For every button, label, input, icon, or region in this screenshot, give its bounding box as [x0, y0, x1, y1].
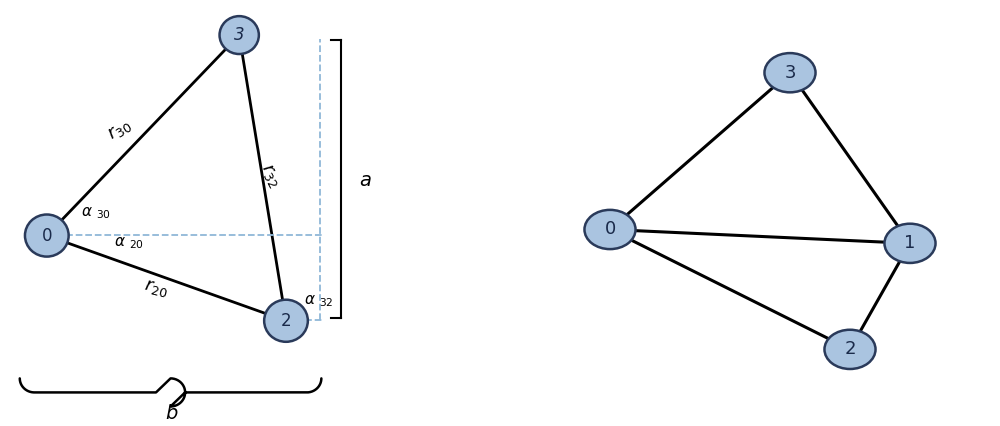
Text: $a$: $a$ [359, 171, 371, 190]
Text: 2: 2 [844, 340, 856, 358]
Text: 3: 3 [784, 64, 796, 82]
Text: 2: 2 [281, 312, 291, 330]
Text: 0: 0 [604, 221, 616, 239]
Circle shape [220, 16, 259, 54]
Text: $b$: $b$ [165, 405, 178, 423]
Text: 0: 0 [42, 227, 52, 245]
Text: 1: 1 [904, 234, 916, 252]
Text: $\alpha$ $_{32}$: $\alpha$ $_{32}$ [304, 293, 334, 308]
Circle shape [25, 215, 69, 256]
Circle shape [884, 224, 936, 263]
Circle shape [264, 300, 308, 342]
Circle shape [584, 210, 636, 249]
Text: 3: 3 [234, 26, 245, 44]
Text: $r_{30}$: $r_{30}$ [104, 116, 135, 144]
Text: $r_{32}$: $r_{32}$ [257, 161, 284, 190]
Text: $\alpha$ $_{20}$: $\alpha$ $_{20}$ [114, 235, 144, 251]
Text: $r_{20}$: $r_{20}$ [142, 276, 170, 300]
Circle shape [824, 330, 876, 369]
Circle shape [764, 53, 816, 92]
Text: $\alpha$ $_{30}$: $\alpha$ $_{30}$ [81, 205, 111, 221]
